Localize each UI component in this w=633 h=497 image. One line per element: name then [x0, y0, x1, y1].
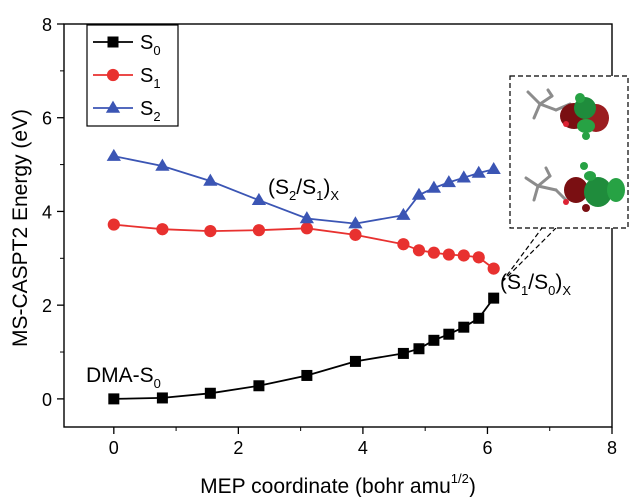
data-point-square	[443, 328, 455, 340]
data-point-circle	[349, 228, 362, 241]
data-point-triangle	[396, 207, 411, 220]
series-s2	[106, 148, 501, 229]
molecular-orbital-bottom-icon	[524, 162, 625, 212]
data-point-triangle	[105, 100, 121, 113]
legend-entry-s1: S1	[93, 65, 161, 91]
legend-label: S0	[140, 32, 161, 58]
x-axis-ticks: 0 2 4 6 8	[109, 427, 617, 458]
x-axis-label-sup: 1/2	[451, 471, 469, 486]
data-point-square	[488, 292, 500, 304]
data-point-square	[204, 387, 216, 399]
data-point-square	[397, 347, 409, 359]
annotation-dma-s0: DMA-S0	[86, 364, 161, 391]
data-point-circle	[106, 68, 120, 82]
data-point-square	[473, 312, 485, 324]
legend-label: S2	[140, 98, 161, 124]
series-layer	[106, 148, 501, 405]
data-point-triangle	[456, 170, 471, 183]
y-tick-label: 6	[42, 109, 52, 129]
molecular-orbital-inset	[501, 75, 629, 283]
data-point-triangle	[348, 216, 363, 229]
y-axis-label: MS-CASPT2 Energy (eV)	[9, 109, 32, 347]
data-point-square	[156, 392, 168, 404]
data-point-circle	[412, 244, 426, 257]
data-point-square	[349, 355, 361, 367]
y-tick-label: 2	[42, 296, 52, 316]
x-tick-label: 0	[109, 438, 119, 458]
data-point-square	[413, 343, 425, 355]
data-point-triangle	[299, 211, 314, 224]
data-point-circle	[300, 222, 313, 235]
data-point-triangle	[426, 180, 442, 193]
data-point-circle	[487, 262, 500, 275]
x-tick-label: 4	[358, 438, 368, 458]
legend: S0 S1 S2	[86, 24, 179, 127]
data-point-circle	[107, 218, 120, 231]
data-point-triangle	[155, 158, 170, 171]
data-point-square	[428, 334, 440, 346]
inset-leader-line-right	[501, 227, 557, 283]
data-point-triangle	[471, 165, 486, 178]
inset-leader-line-left	[501, 227, 543, 283]
y-axis-ticks: 0 2 4 6 8	[42, 15, 64, 410]
legend-entry-s2: S2	[93, 98, 161, 124]
x-axis-label: MEP coordinate (bohr amu1/2)	[200, 471, 476, 497]
series-s0	[108, 292, 500, 405]
x-tick-label: 8	[607, 438, 617, 458]
data-point-square	[253, 380, 265, 392]
legend-label: S1	[140, 65, 161, 91]
data-point-circle	[252, 224, 266, 237]
x-axis-label-end: )	[469, 475, 476, 497]
series-s1	[107, 218, 500, 275]
annotation-s1-s0-intersection: (S1/S0)X	[500, 271, 571, 298]
inset-frame	[509, 75, 629, 229]
data-point-square	[108, 393, 120, 405]
data-point-square	[107, 36, 119, 48]
y-tick-label: 4	[42, 202, 52, 222]
x-tick-label: 2	[233, 438, 243, 458]
data-point-circle	[457, 249, 470, 262]
data-point-triangle	[441, 175, 456, 188]
data-point-circle	[442, 248, 455, 261]
data-point-triangle	[203, 173, 218, 186]
data-point-triangle	[106, 148, 121, 161]
data-point-triangle	[411, 187, 427, 200]
data-point-square	[301, 369, 313, 381]
molecular-orbital-top-icon	[526, 88, 609, 140]
x-tick-label: 6	[482, 438, 492, 458]
legend-entry-s0: S0	[93, 32, 161, 58]
data-point-circle	[204, 225, 217, 238]
data-point-triangle	[251, 192, 267, 205]
legend-entries: S0 S1 S2	[93, 32, 161, 124]
annotation-s2-s1-intersection: (S2/S1)X	[268, 176, 339, 203]
data-point-circle	[397, 238, 410, 251]
series-line-s0	[113, 297, 495, 400]
data-point-square	[458, 321, 470, 333]
data-point-triangle	[486, 161, 501, 175]
data-point-circle	[427, 246, 440, 259]
y-tick-label: 0	[42, 390, 52, 410]
y-tick-label: 8	[42, 15, 52, 35]
data-point-circle	[156, 223, 169, 236]
data-point-circle	[472, 251, 485, 264]
